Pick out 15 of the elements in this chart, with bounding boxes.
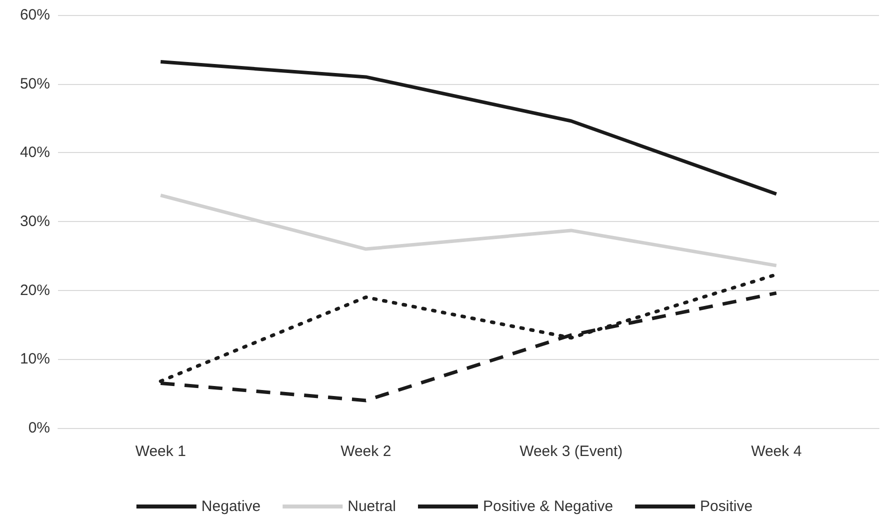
legend-label: Negative [201,498,261,515]
legend-label: Positive & Negative [482,498,614,515]
legend-label: Nuetral [348,498,396,515]
x-tick-label: Week 4 [751,443,802,460]
x-tick-label: Week 2 [340,443,392,460]
y-tick-label: 40% [20,144,50,162]
legend-label: Positive [700,498,753,515]
x-tick-label: Week 3 (Event) [520,443,623,460]
y-tick-label: 10% [20,350,50,368]
y-tick-label: 50% [20,75,50,92]
y-tick-label: 30% [20,213,50,230]
x-tick-label: Week 1 [135,443,186,460]
y-tick-label: 60% [20,6,50,24]
y-tick-label: 0% [28,420,50,436]
y-tick-label: 20% [20,282,50,299]
